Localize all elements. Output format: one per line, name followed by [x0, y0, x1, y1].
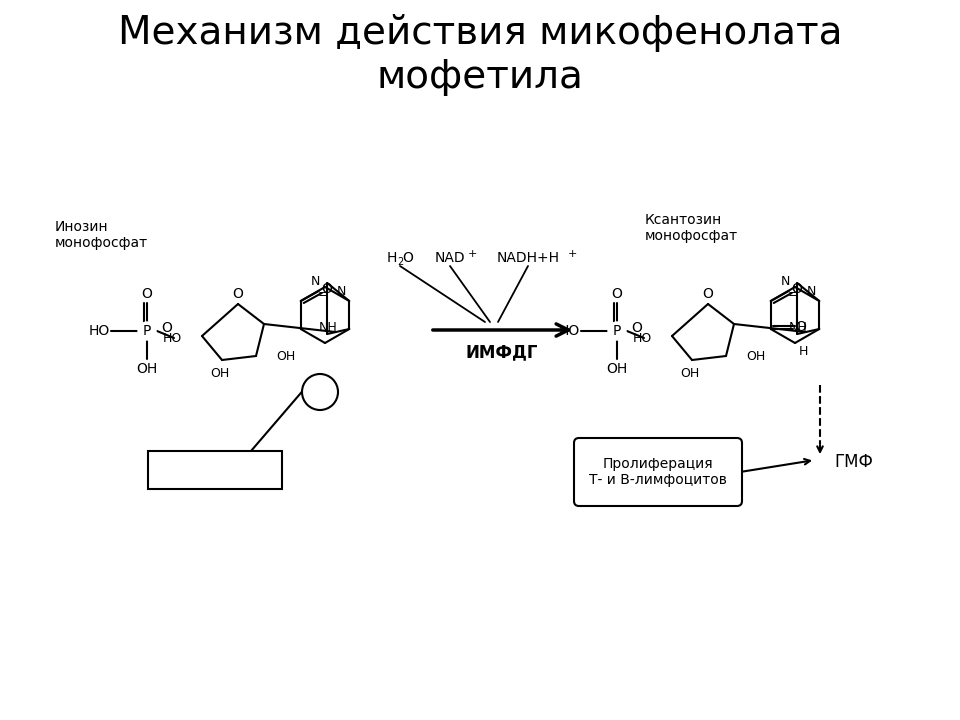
Text: O: O: [703, 287, 713, 301]
Text: N: N: [337, 284, 346, 297]
Text: HO: HO: [163, 331, 182, 344]
Text: OH: OH: [746, 349, 765, 362]
Text: OH: OH: [136, 362, 157, 376]
Text: N: N: [780, 274, 790, 287]
Circle shape: [302, 374, 338, 410]
Text: NAD: NAD: [435, 251, 466, 265]
Text: O: O: [402, 251, 414, 265]
Text: OH: OH: [276, 349, 296, 362]
Text: O: O: [632, 321, 642, 335]
Text: O: O: [612, 287, 622, 301]
Text: O: O: [791, 282, 803, 296]
Text: NH: NH: [789, 320, 807, 333]
Text: NADH+H: NADH+H: [496, 251, 560, 265]
Text: HO: HO: [559, 324, 580, 338]
Text: ГМФ: ГМФ: [834, 453, 873, 471]
Text: HO: HO: [633, 331, 652, 344]
Text: H: H: [799, 344, 807, 358]
Text: 2: 2: [396, 257, 403, 267]
Text: +: +: [567, 249, 577, 259]
Circle shape: [138, 322, 156, 340]
Text: O: O: [161, 321, 173, 335]
Text: OH: OH: [681, 366, 700, 379]
Text: +: +: [468, 249, 477, 259]
Text: Механизм действия микофенолата
мофетила: Механизм действия микофенолата мофетила: [118, 14, 842, 96]
Circle shape: [608, 322, 626, 340]
Text: P: P: [612, 324, 621, 338]
Text: N: N: [806, 284, 816, 297]
Text: O: O: [232, 287, 244, 301]
Text: ИМФДГ: ИМФДГ: [466, 343, 539, 361]
Text: O: O: [322, 282, 332, 296]
Text: −: −: [309, 380, 330, 404]
Text: P: P: [143, 324, 151, 338]
Text: H: H: [387, 251, 397, 265]
Text: NH: NH: [319, 320, 338, 333]
Text: Пролиферация
Т- и В-лимфоцитов: Пролиферация Т- и В-лимфоцитов: [589, 457, 727, 487]
Text: OH: OH: [210, 366, 229, 379]
FancyBboxPatch shape: [148, 451, 282, 489]
Text: =: =: [318, 289, 328, 302]
Text: N: N: [311, 274, 320, 287]
FancyBboxPatch shape: [574, 438, 742, 506]
Text: O: O: [141, 287, 153, 301]
Text: Ксантозин
монофосфат: Ксантозин монофосфат: [645, 213, 738, 243]
Text: HO: HO: [88, 324, 109, 338]
Text: =: =: [788, 289, 799, 302]
Text: Инозин
монофосфат: Инозин монофосфат: [55, 220, 148, 250]
Text: OH: OH: [607, 362, 628, 376]
Text: Микофенолат: Микофенолат: [164, 463, 266, 477]
Text: O: O: [795, 320, 806, 334]
